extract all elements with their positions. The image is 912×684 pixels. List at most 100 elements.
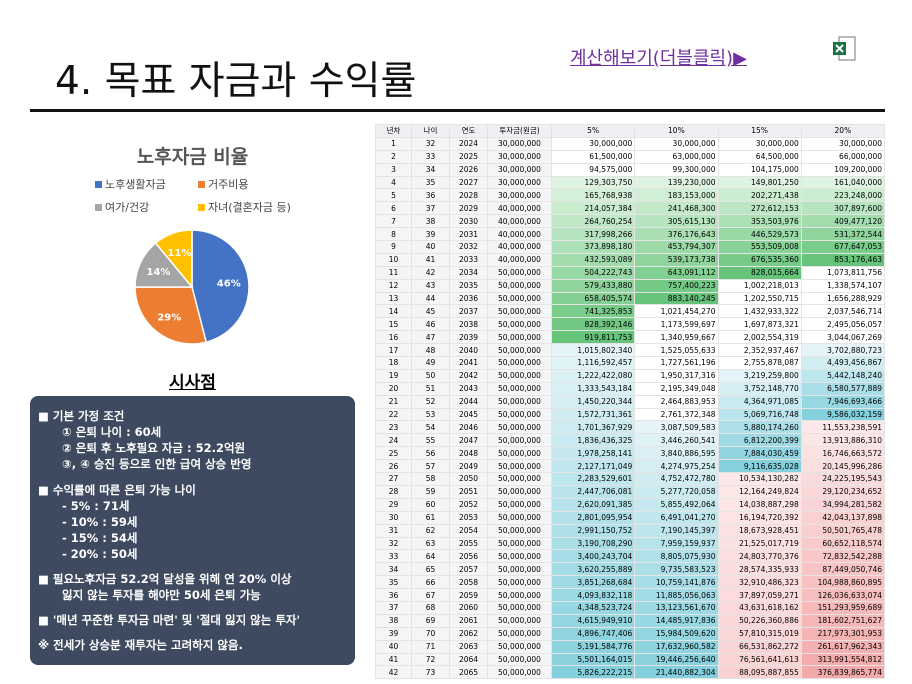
cell: 50,000,000 — [487, 317, 552, 332]
cell: 44 — [411, 291, 450, 306]
cell: 69 — [411, 613, 450, 628]
cell: 63 — [411, 536, 450, 551]
value-cell: 3,752,148,770 — [717, 381, 802, 396]
value-cell: 50,226,360,886 — [717, 613, 802, 628]
table-row: 21 52 2044 50,000,000 1,450,220,344 2,464,883… — [375, 394, 886, 409]
cell: 28 — [375, 484, 412, 499]
table-row: 4 35 2027 30,000,000 129,303,750 139,230,000 1… — [375, 175, 886, 190]
value-cell: 1,701,367,929 — [550, 420, 636, 435]
value-cell: 57,810,315,019 — [717, 626, 802, 641]
value-cell: 8,805,075,930 — [634, 549, 719, 564]
cell: 17 — [375, 343, 412, 358]
cell: 2048 — [449, 446, 488, 461]
cell: 41 — [375, 652, 412, 667]
table-row: 1 32 2024 30,000,000 30,000,000 30,000,000 30,… — [375, 136, 886, 151]
cell: 58 — [411, 472, 450, 486]
cell: 2057 — [449, 562, 488, 577]
value-cell: 28,574,335,933 — [717, 562, 802, 577]
value-cell: 50,501,765,478 — [800, 523, 886, 538]
value-cell: 2,464,883,953 — [634, 394, 719, 409]
value-cell: 272,612,153 — [717, 201, 802, 216]
table-row: 11 42 2034 50,000,000 504,222,743 643,091,112… — [375, 265, 886, 280]
value-cell: 677,647,053 — [800, 240, 886, 254]
cell: 50,000,000 — [487, 549, 552, 564]
value-cell: 109,200,000 — [800, 162, 886, 177]
value-cell: 7,190,145,397 — [634, 523, 719, 538]
value-cell: 1,173,599,697 — [634, 317, 719, 332]
value-cell: 18,673,928,451 — [717, 523, 802, 538]
table-row: 26 57 2049 50,000,000 2,127,171,049 4,274,975… — [375, 459, 886, 474]
insight-title: 시사점 — [169, 373, 216, 393]
cell: 50,000,000 — [487, 330, 552, 345]
value-cell: 307,897,600 — [800, 201, 886, 216]
value-cell: 129,303,750 — [550, 175, 636, 190]
value-cell: 2,991,150,752 — [550, 523, 636, 538]
value-cell: 6,580,577,889 — [800, 381, 886, 396]
table-row: 27 58 2050 50,000,000 2,283,529,601 4,752,472… — [375, 472, 886, 486]
value-cell: 6,491,041,270 — [634, 510, 719, 525]
value-cell: 21,440,882,304 — [634, 665, 719, 680]
cell: 50,000,000 — [487, 278, 552, 293]
value-cell: 1,073,811,756 — [800, 265, 886, 280]
cell: 39 — [375, 626, 412, 641]
cell: 72 — [411, 652, 450, 667]
table-row: 14 45 2037 50,000,000 741,325,853 1,021,454,2… — [375, 304, 886, 319]
value-cell: 161,040,000 — [800, 175, 886, 190]
value-cell: 5,501,164,015 — [550, 652, 636, 667]
value-cell: 1,525,055,633 — [634, 343, 719, 358]
table-row: 32 63 2055 50,000,000 3,190,708,290 7,959,159… — [375, 536, 886, 551]
value-cell: 76,561,641,613 — [717, 652, 802, 667]
value-cell: 1,572,731,361 — [550, 407, 636, 422]
value-cell: 531,372,544 — [800, 227, 886, 242]
value-cell: 149,801,250 — [717, 175, 802, 190]
value-cell: 99,300,000 — [634, 162, 719, 177]
excel-icon[interactable] — [832, 36, 856, 62]
cell: 38 — [375, 613, 412, 628]
table-row: 17 48 2040 50,000,000 1,015,802,340 1,525,055… — [375, 343, 886, 358]
value-cell: 2,761,372,348 — [634, 407, 719, 422]
cell: 50,000,000 — [487, 626, 552, 641]
value-cell: 1,697,873,321 — [717, 317, 802, 332]
value-cell: 432,593,089 — [550, 252, 636, 267]
cell: 30,000,000 — [487, 188, 552, 203]
table-row: 15 46 2038 50,000,000 828,392,146 1,173,599,6… — [375, 317, 886, 332]
calc-link[interactable]: 계산해보기(더블클릭)▶ — [570, 48, 747, 69]
value-cell: 19,446,256,640 — [634, 652, 719, 667]
cell: 60 — [411, 497, 450, 512]
value-cell: 14,038,887,298 — [717, 497, 802, 512]
value-cell: 2,620,091,385 — [550, 497, 636, 512]
cell: 50,000,000 — [487, 562, 552, 577]
value-cell: 11,885,056,063 — [634, 588, 719, 602]
insight-line: 잃지 않는 투자를 해야만 50세 은퇴 가능 — [62, 588, 261, 602]
cell: 2060 — [449, 600, 488, 615]
table-row: 42 73 2065 50,000,000 5,826,222,215 21,440,88… — [375, 665, 886, 680]
cell: 54 — [411, 420, 450, 435]
cell: 35 — [375, 575, 412, 590]
cell: 73 — [411, 665, 450, 680]
table-row: 25 56 2048 50,000,000 1,978,258,141 3,840,886… — [375, 446, 886, 461]
cell: 49 — [411, 356, 450, 370]
cell: 6 — [375, 201, 412, 216]
value-cell: 4,615,949,910 — [550, 613, 636, 628]
value-cell: 94,575,000 — [550, 162, 636, 177]
value-cell: 1,656,288,929 — [800, 291, 886, 306]
value-cell: 43,631,618,162 — [717, 600, 802, 615]
cell: 8 — [375, 227, 412, 242]
cell: 43 — [411, 278, 450, 293]
value-cell: 223,248,000 — [800, 188, 886, 203]
value-cell: 4,093,832,118 — [550, 588, 636, 602]
legend-swatch — [95, 181, 102, 188]
cell: 57 — [411, 459, 450, 474]
value-cell: 13,123,561,670 — [634, 600, 719, 615]
cell: 71 — [411, 639, 450, 654]
cell: 2044 — [449, 394, 488, 409]
value-cell: 757,400,223 — [634, 278, 719, 293]
cell: 2055 — [449, 536, 488, 551]
cell: 2051 — [449, 484, 488, 499]
cell: 30 — [375, 510, 412, 525]
cell: 32 — [411, 136, 450, 151]
value-cell: 579,433,880 — [550, 278, 636, 293]
cell: 37 — [375, 600, 412, 615]
cell: 2034 — [449, 265, 488, 280]
table-row: 24 55 2047 50,000,000 1,836,436,325 3,446,260… — [375, 433, 886, 448]
